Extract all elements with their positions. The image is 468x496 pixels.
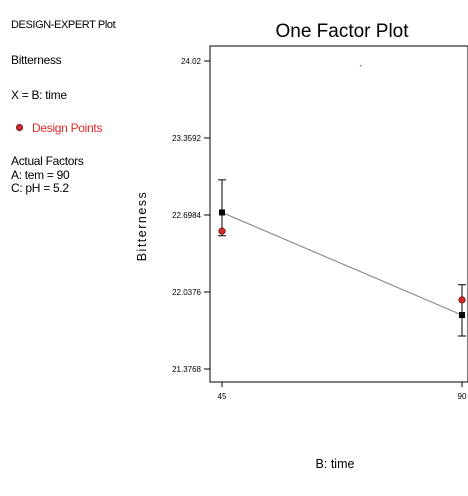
actual-factors-heading: Actual Factors xyxy=(11,154,84,168)
y-axis-title: Bitterness xyxy=(135,191,149,262)
prediction-line xyxy=(221,212,463,316)
y-tick-label-3: 22.0376 xyxy=(172,288,201,297)
prediction-point-0 xyxy=(219,209,225,216)
design-point-0 xyxy=(218,227,226,235)
design-point-legend-icon xyxy=(16,124,23,131)
response-label: Bitterness xyxy=(11,53,62,67)
plot-frame xyxy=(209,45,468,383)
x-tick-label-1: 90 xyxy=(458,392,467,401)
actual-factors-block: Actual Factors A: tem = 90 C: pH = 5.2 xyxy=(11,154,84,196)
x-factor-label: X = B: time xyxy=(11,88,67,102)
factor-a-label: A: tem = 90 xyxy=(11,167,70,182)
stray-point xyxy=(359,64,362,67)
y-tick-label-0: 24.02 xyxy=(181,57,202,66)
y-tick-label-2: 22.6984 xyxy=(172,211,201,220)
y-tick-label-1: 23.3592 xyxy=(172,134,201,143)
plot-software-title: DESIGN-EXPERT Plot xyxy=(11,19,116,31)
factor-c-label: C: pH = 5.2 xyxy=(11,181,69,195)
design-points-legend-label: Design Points xyxy=(32,121,103,135)
plot-area: 24.02 23.3592 22.6984 22.0376 21.3768 45 90 xyxy=(172,45,468,401)
chart-title: One Factor Plot xyxy=(275,21,409,42)
y-tick-label-4: 21.3768 xyxy=(172,365,201,374)
design-point-1 xyxy=(458,296,466,304)
x-tick-label-0: 45 xyxy=(218,392,227,401)
prediction-point-1 xyxy=(459,312,465,319)
x-axis-title: B: time xyxy=(316,457,355,471)
